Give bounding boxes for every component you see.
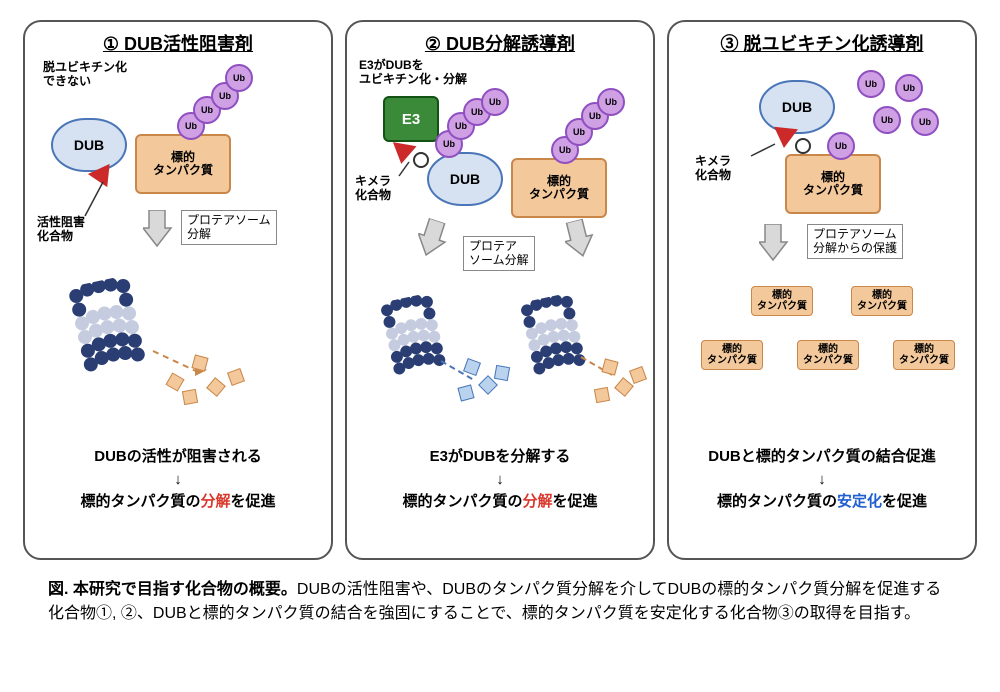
target-box: 標的 タンパク質 xyxy=(785,154,881,214)
target-box: 標的 タンパク質 xyxy=(511,158,607,218)
panel-3-result: DUBと標的タンパク質の結合促進 ↓ 標的タンパク質の安定化を促進 xyxy=(677,446,967,514)
dub-label: DUB xyxy=(450,171,480,187)
proteasome-icon xyxy=(517,291,591,378)
ub-icon: Ub xyxy=(827,132,855,160)
result3-l1: DUBと標的タンパク質の結合促進 xyxy=(677,446,967,469)
mini-target: 標的タンパク質 xyxy=(751,286,813,316)
down-arrow-icon xyxy=(143,210,173,250)
ub-icon: Ub xyxy=(857,70,885,98)
result1-arrow: ↓ xyxy=(33,469,323,492)
fragment-icon xyxy=(629,366,647,384)
ub-icon: Ub xyxy=(911,108,939,136)
proteasome-label: プロテア ソーム分解 xyxy=(463,236,535,271)
caption-lead: 図. 本研究で目指す化合物の概要。 xyxy=(48,581,297,598)
target-l2: タンパク質 xyxy=(153,164,213,177)
ub-icon: Ub xyxy=(481,88,509,116)
panel-2: ② DUB分解誘導剤 E3がDUBを ユビキチン化・分解 E3 キメラ 化合物 … xyxy=(345,20,655,560)
target-l2: タンパク質 xyxy=(803,184,863,197)
dub-label: DUB xyxy=(782,99,812,115)
fragment-icon xyxy=(614,377,634,397)
panel-1: ① DUB活性阻害剤 脱ユビキチン化 できない DUB 標的 タンパク質 Ub … xyxy=(23,20,333,560)
fragment-icon xyxy=(457,384,474,401)
protection-label: プロテアソーム 分解からの保護 xyxy=(807,224,903,259)
fragment-icon xyxy=(594,387,610,403)
fragment-icon xyxy=(206,377,226,397)
result1-l1: DUBの活性が阻害される xyxy=(33,446,323,469)
fragment-icon xyxy=(494,365,510,381)
fragment-icon xyxy=(227,368,245,386)
mini-target: 標的タンパク質 xyxy=(701,340,763,370)
pointer-line-icon xyxy=(397,160,417,180)
pointer-line-icon xyxy=(81,180,111,220)
result3-l2: 標的タンパク質の安定化を促進 xyxy=(677,491,967,514)
figure-caption: 図. 本研究で目指す化合物の概要。DUBの活性阻害や、DUBのタンパク質分解を介… xyxy=(48,578,952,626)
fragment-icon xyxy=(601,358,618,375)
annot-chimera: キメラ 化合物 xyxy=(355,174,391,203)
e3-box: E3 xyxy=(383,96,439,142)
mini-target: 標的タンパク質 xyxy=(851,286,913,316)
dub-oval: DUB xyxy=(759,80,835,134)
proteasome-label: プロテアソーム 分解 xyxy=(181,210,277,245)
result2-l2: 標的タンパク質の分解を促進 xyxy=(355,491,645,514)
result1-l2: 標的タンパク質の分解を促進 xyxy=(33,491,323,514)
result2-arrow: ↓ xyxy=(355,469,645,492)
ub-icon: Ub xyxy=(895,74,923,102)
panel-3-title: ③ 脱ユビキチン化誘導剤 xyxy=(677,30,967,56)
panel-1-scene: 脱ユビキチン化 できない DUB 標的 タンパク質 Ub Ub Ub Ub 活性… xyxy=(33,60,323,440)
proteasome-icon xyxy=(377,291,451,378)
panel-2-title: ② DUB分解誘導剤 xyxy=(355,30,645,56)
mini-target: 標的タンパク質 xyxy=(797,340,859,370)
mini-target: 標的タンパク質 xyxy=(893,340,955,370)
annot-cannot-deub: 脱ユビキチン化 できない xyxy=(43,60,127,89)
dub-label: DUB xyxy=(74,137,104,153)
down-arrow-icon xyxy=(412,216,453,263)
annot-e3-ubiq: E3がDUBを ユビキチン化・分解 xyxy=(359,58,467,87)
e3-label: E3 xyxy=(402,111,420,128)
dub-oval: DUB xyxy=(427,152,503,206)
dub-oval: DUB xyxy=(51,118,127,172)
result2-l1: E3がDUBを分解する xyxy=(355,446,645,469)
pointer-line-icon xyxy=(749,142,779,160)
fragment-icon xyxy=(165,372,184,391)
proteasome-icon xyxy=(64,274,151,377)
ub-icon: Ub xyxy=(225,64,253,92)
ub-icon: Ub xyxy=(597,88,625,116)
panel-3: ③ 脱ユビキチン化誘導剤 DUB キメラ 化合物 標的 タンパク質 Ub Ub … xyxy=(667,20,977,560)
panel-3-scene: DUB キメラ 化合物 標的 タンパク質 Ub Ub Ub Ub Ub プロテア… xyxy=(677,60,967,440)
annot-inhibitor: 活性阻害 化合物 xyxy=(37,215,85,244)
annot-chimera: キメラ 化合物 xyxy=(695,154,731,183)
chimera-circle-icon xyxy=(795,138,811,154)
down-arrow-icon xyxy=(561,217,600,263)
dash-arrow-icon xyxy=(153,350,199,373)
panel-1-result: DUBの活性が阻害される ↓ 標的タンパク質の分解を促進 xyxy=(33,446,323,514)
panel-1-title: ① DUB活性阻害剤 xyxy=(33,30,323,56)
down-arrow-icon xyxy=(759,224,789,264)
panel-2-scene: E3がDUBを ユビキチン化・分解 E3 キメラ 化合物 DUB Ub Ub U… xyxy=(355,60,645,440)
panel-2-result: E3がDUBを分解する ↓ 標的タンパク質の分解を促進 xyxy=(355,446,645,514)
panels-row: ① DUB活性阻害剤 脱ユビキチン化 できない DUB 標的 タンパク質 Ub … xyxy=(20,20,980,560)
result3-arrow: ↓ xyxy=(677,469,967,492)
target-box: 標的 タンパク質 xyxy=(135,134,231,194)
fragment-icon xyxy=(182,389,198,405)
ub-icon: Ub xyxy=(873,106,901,134)
target-l2: タンパク質 xyxy=(529,188,589,201)
